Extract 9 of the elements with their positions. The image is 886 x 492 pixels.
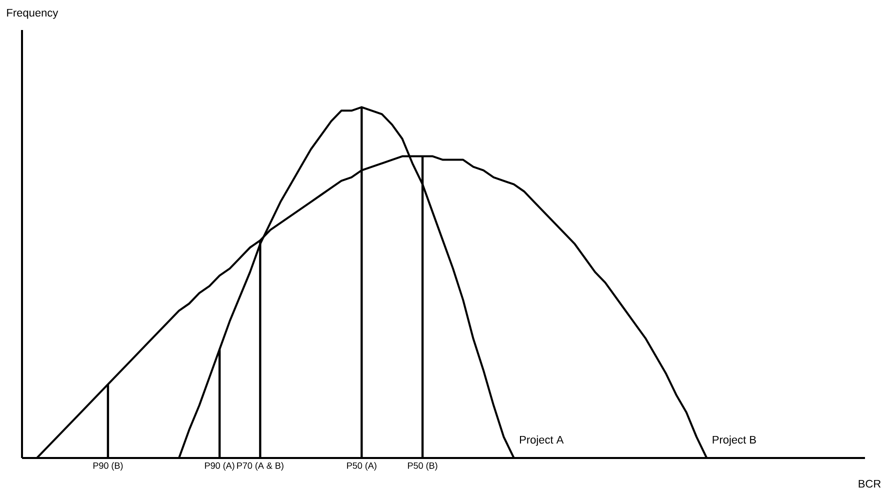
series-label: Project B (712, 436, 756, 446)
x-tick-label: P50 (B) (408, 462, 438, 471)
x-tick-label: P70 (A & B) (237, 462, 284, 471)
x-tick-label: P90 (B) (93, 462, 123, 471)
x-tick-label: P90 (A) (205, 462, 234, 471)
text: Frequency (7, 8, 58, 19)
x-axis-title: BCR (858, 480, 881, 488)
series-label: Project A (520, 436, 564, 446)
x-tick-label: P50 (A) (347, 462, 376, 471)
